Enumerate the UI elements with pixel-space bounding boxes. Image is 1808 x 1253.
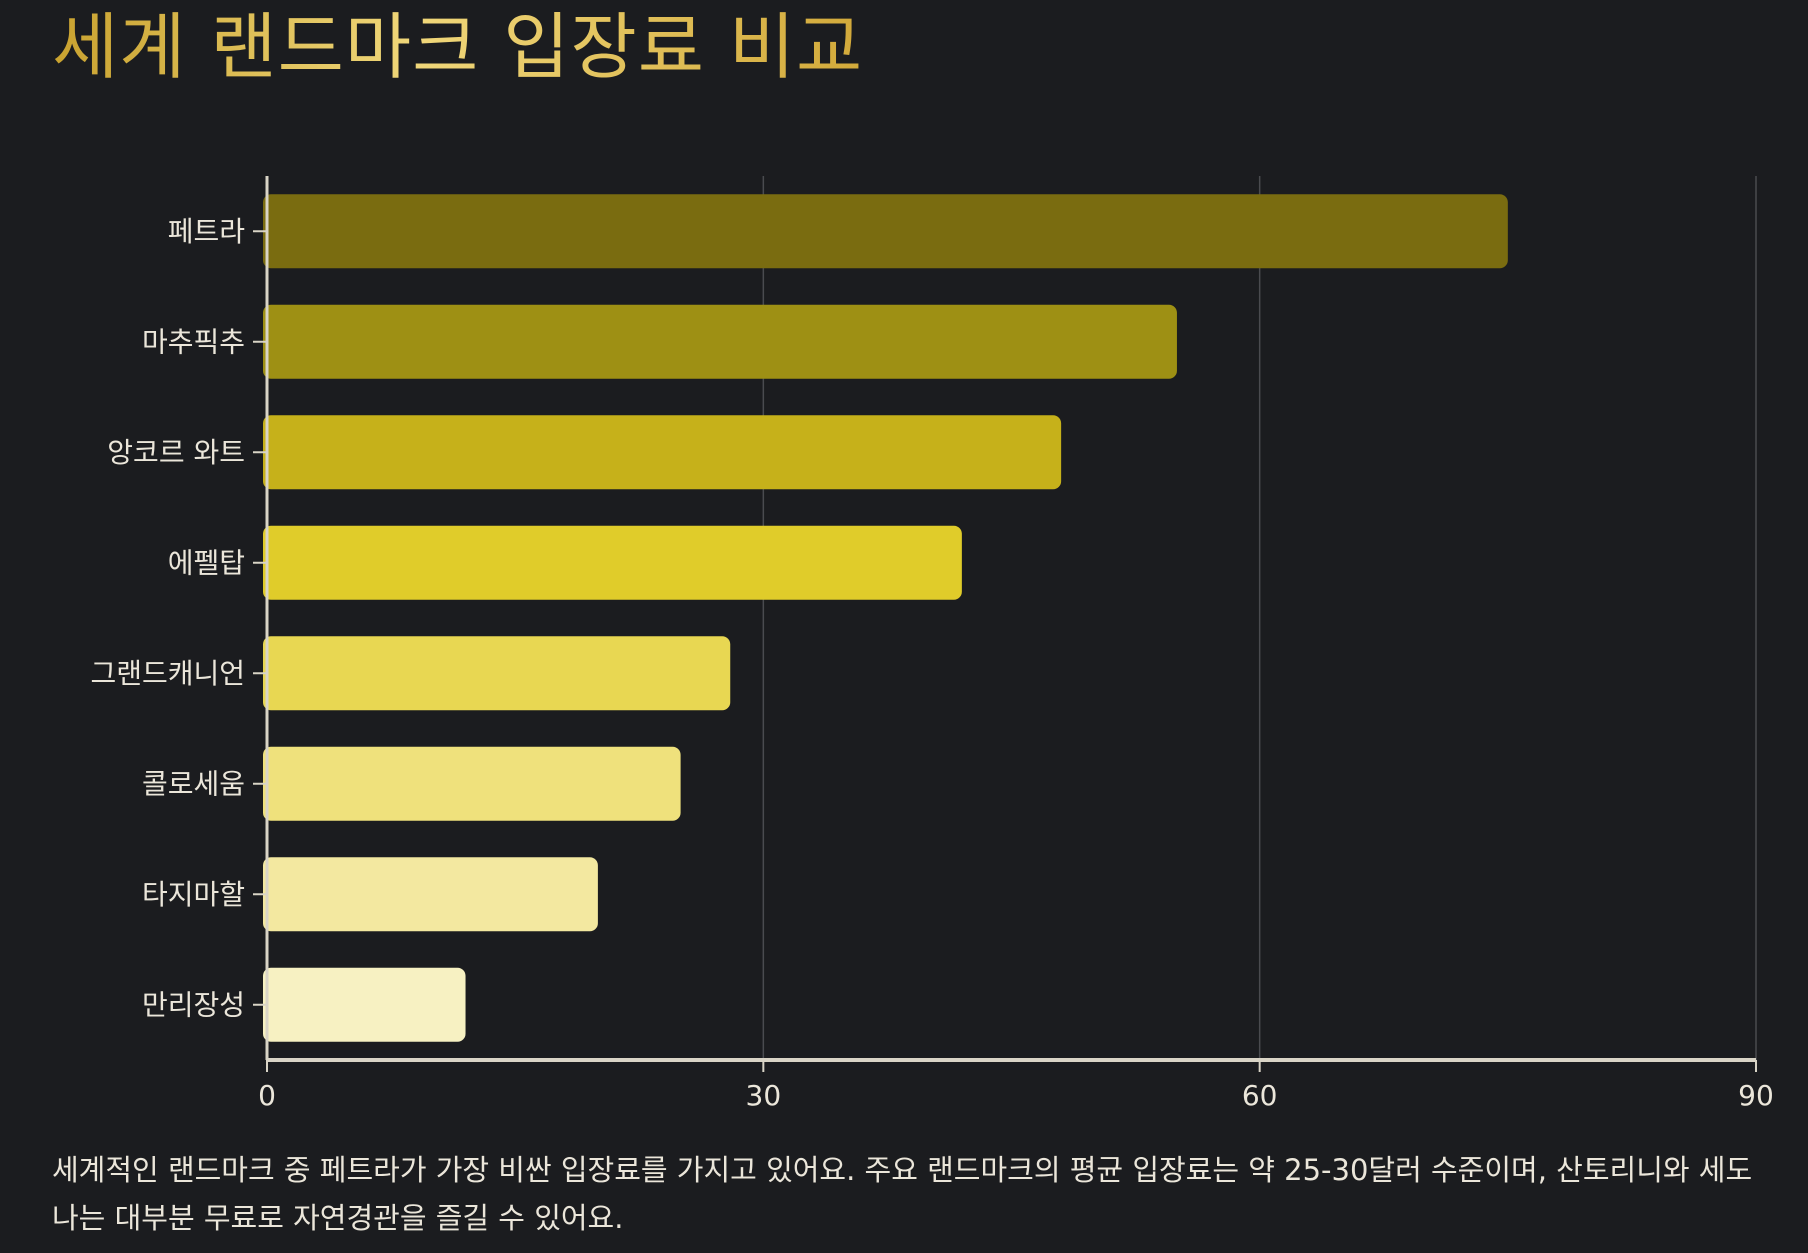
category-label: 앙코르 와트: [107, 436, 245, 469]
bar: [263, 194, 1508, 269]
bar: [263, 636, 731, 711]
bar: [263, 857, 598, 932]
bar: [263, 967, 466, 1042]
x-tick-label: 30: [746, 1079, 782, 1112]
x-tick-label: 90: [1738, 1079, 1774, 1112]
bar: [263, 415, 1062, 490]
chart-caption: 세계적인 랜드마크 중 페트라가 가장 비싼 입장료를 가지고 있어요. 주요 …: [52, 1153, 1753, 1235]
bar: [263, 746, 681, 821]
x-tick-labels: 0 30 60 90: [258, 1079, 1774, 1112]
category-label: 그랜드캐니언: [90, 657, 245, 690]
category-label: 에펠탑: [168, 546, 245, 579]
category-label: 마추픽추: [142, 325, 245, 358]
x-tick-label: 0: [258, 1079, 276, 1112]
category-label: 타지마할: [142, 878, 245, 911]
bar: [263, 525, 962, 600]
category-label: 페트라: [168, 215, 245, 248]
chart-title: 세계 랜드마크 입장료 비교: [52, 5, 864, 89]
bars: [263, 194, 1508, 1042]
category-label: 콜로세움: [142, 767, 245, 800]
axes: [253, 176, 1757, 1072]
bar: [263, 304, 1177, 379]
x-tick-label: 60: [1242, 1079, 1278, 1112]
category-label: 만리장성: [142, 988, 245, 1021]
